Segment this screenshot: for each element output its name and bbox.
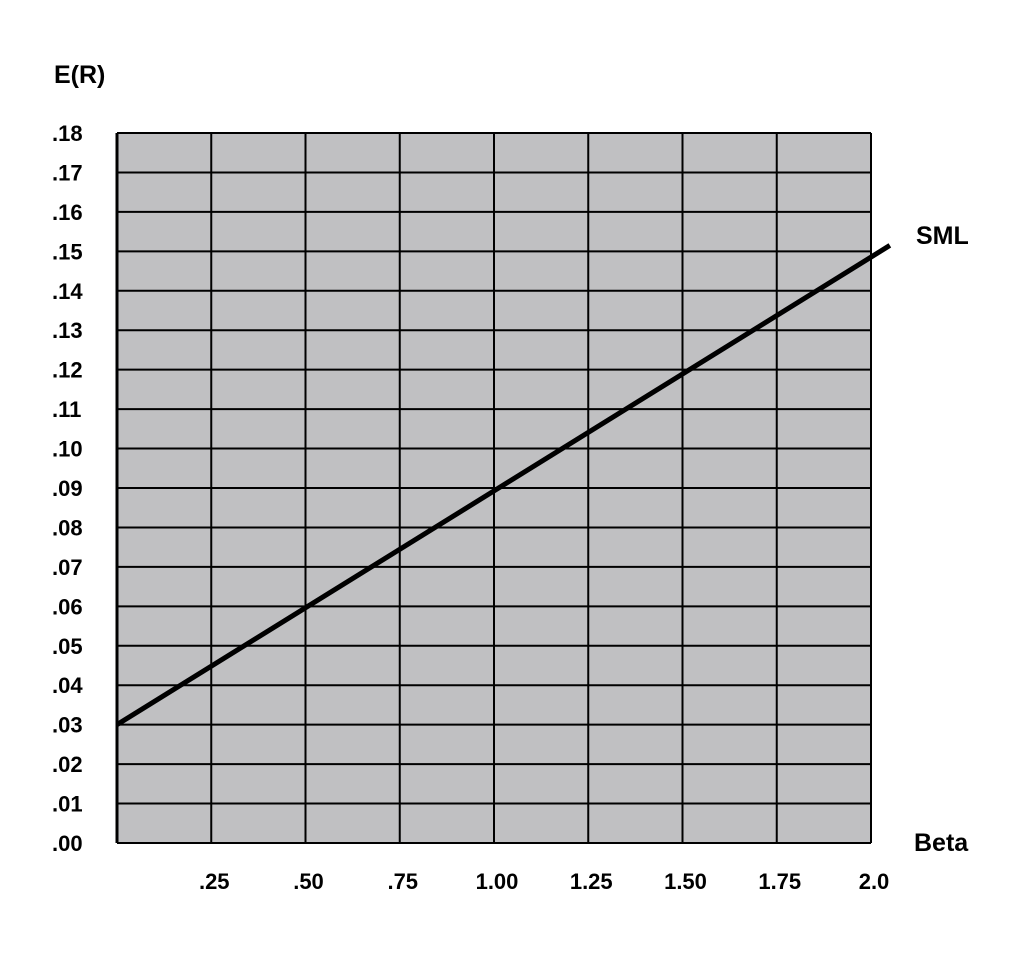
- y-axis-label: E(R): [54, 61, 105, 89]
- y-tick-label: .18: [52, 121, 83, 146]
- y-tick-label: .07: [52, 555, 83, 580]
- x-tick-label: .75: [387, 869, 418, 894]
- y-tick-label: .03: [52, 713, 83, 738]
- x-tick-label: .25: [199, 869, 230, 894]
- y-tick-label: .15: [52, 239, 83, 264]
- x-tick-label: .50: [293, 869, 324, 894]
- y-tick-label: .13: [52, 318, 83, 343]
- y-tick-label: .05: [52, 634, 83, 659]
- y-tick-label: .16: [52, 200, 83, 225]
- y-tick-label: .09: [52, 476, 83, 501]
- y-tick-label: .12: [52, 358, 83, 383]
- x-tick-label: 2.0: [859, 869, 890, 894]
- x-axis-label: Beta: [914, 829, 969, 857]
- y-tick-label: .00: [52, 831, 83, 856]
- y-tick-label: .08: [52, 515, 83, 540]
- y-tick-label: .11: [52, 397, 81, 422]
- x-tick-label: 1.50: [664, 869, 707, 894]
- y-tick-label: .02: [52, 752, 83, 777]
- sml-line: [115, 243, 892, 727]
- sml-series-label: SML: [916, 222, 969, 250]
- y-tick-label: .10: [52, 437, 83, 462]
- x-tick-label: 1.25: [570, 869, 613, 894]
- y-tick-label: .04: [52, 673, 83, 698]
- x-tick-label: 1.00: [476, 869, 519, 894]
- x-tick-label: 1.75: [758, 869, 801, 894]
- y-tick-label: .17: [52, 160, 83, 185]
- y-tick-label: .01: [52, 792, 83, 817]
- y-tick-label: .06: [52, 594, 83, 619]
- y-tick-label: .14: [52, 279, 83, 304]
